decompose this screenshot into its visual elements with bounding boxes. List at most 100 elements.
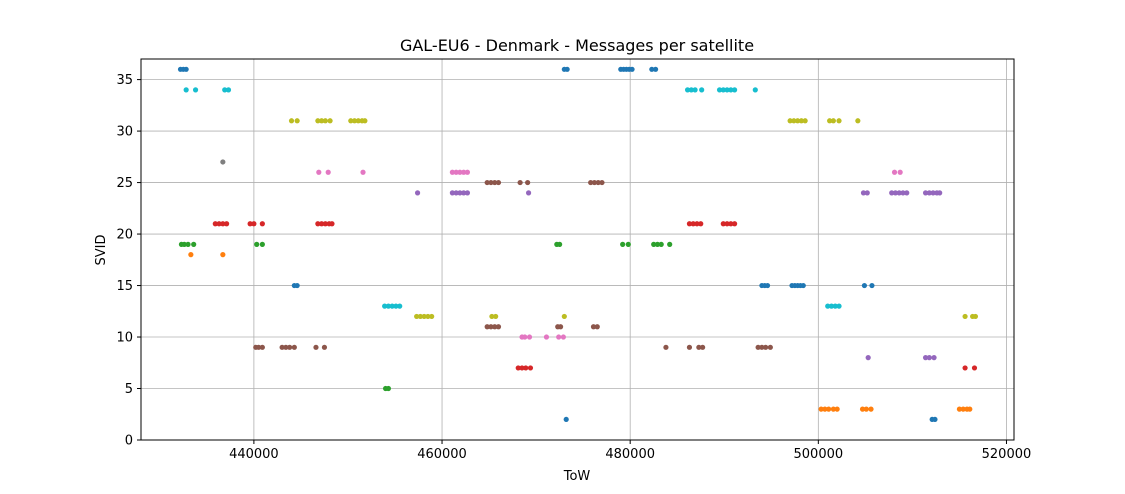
data-point (956, 406, 963, 412)
data-point (515, 365, 521, 371)
data-point (259, 344, 265, 350)
data-point (495, 324, 502, 330)
data-point (960, 406, 966, 412)
data-point (325, 169, 331, 175)
data-point (564, 66, 570, 72)
data-point (904, 190, 910, 196)
data-point (287, 344, 293, 350)
data-point (599, 179, 605, 186)
data-point (860, 190, 867, 196)
data-point (752, 87, 758, 93)
data-point (457, 169, 463, 175)
data-point (716, 87, 723, 93)
data-point (590, 324, 597, 330)
data-point (493, 313, 499, 320)
data-point (720, 87, 726, 93)
data-point (892, 190, 899, 196)
data-point (322, 221, 328, 227)
data-point (802, 118, 808, 124)
series-7-points (220, 159, 226, 165)
data-point (869, 282, 875, 289)
data-point (724, 221, 730, 227)
data-point (351, 118, 358, 124)
data-point (767, 344, 773, 350)
data-point (355, 118, 361, 124)
data-point (791, 118, 797, 124)
data-point (313, 344, 319, 350)
data-point (321, 344, 328, 350)
data-point (247, 221, 253, 227)
data-point (220, 159, 226, 165)
data-point (926, 190, 932, 196)
axis-ticks: 440000 460000 480000 500000 520000 0 5 10 15 20 25… (116, 73, 1031, 462)
data-points (177, 66, 979, 423)
data-point (525, 190, 532, 196)
data-point (461, 169, 467, 175)
data-point (385, 385, 392, 392)
data-point (922, 355, 929, 361)
data-point (962, 365, 968, 371)
data-point (800, 282, 806, 289)
data-point (629, 66, 635, 72)
data-point (651, 241, 657, 247)
data-point (294, 282, 300, 289)
series-4-points (414, 190, 943, 361)
x-tick-label: 460000 (417, 447, 467, 462)
data-point (484, 179, 490, 186)
data-point (393, 303, 399, 309)
data-point (382, 303, 388, 309)
data-point (488, 179, 494, 186)
data-point (527, 365, 534, 371)
data-point (522, 334, 528, 340)
data-point (625, 241, 631, 247)
data-point (836, 303, 842, 309)
data-point (759, 344, 765, 350)
data-point (826, 406, 832, 412)
data-point (764, 282, 771, 289)
data-point (663, 344, 669, 350)
data-point (397, 303, 403, 309)
data-point (658, 241, 664, 247)
data-point (922, 190, 929, 196)
data-point (557, 241, 563, 247)
data-point (192, 87, 199, 93)
data-point (798, 118, 804, 124)
series-6-points (316, 169, 903, 340)
data-point (967, 406, 973, 412)
data-point (526, 334, 533, 340)
data-point (827, 118, 833, 124)
data-point (825, 303, 831, 309)
chart-title: GAL-EU6 - Denmark - Messages per satelli… (400, 36, 754, 55)
data-point (864, 190, 870, 196)
data-point (700, 344, 706, 350)
data-point (690, 221, 696, 227)
data-point (449, 190, 455, 196)
data-point (315, 221, 321, 227)
x-tick-label: 520000 (982, 447, 1032, 462)
data-point (836, 118, 842, 124)
x-axis-title: ToW (563, 469, 591, 484)
data-point (832, 303, 838, 309)
x-tick-label: 480000 (605, 447, 655, 462)
data-point (692, 87, 698, 93)
data-point (517, 179, 523, 186)
data-point (930, 190, 936, 196)
data-point (560, 334, 566, 340)
data-point (937, 190, 943, 196)
data-point (417, 313, 423, 320)
data-point (183, 66, 189, 72)
data-point (588, 179, 594, 186)
data-point (818, 406, 824, 412)
data-point (594, 324, 600, 330)
data-point (698, 221, 704, 227)
data-point (385, 303, 392, 309)
data-point (889, 190, 895, 196)
data-point (868, 406, 874, 412)
series-1-points (188, 252, 973, 412)
data-point (556, 334, 562, 340)
data-point (654, 241, 661, 247)
data-point (557, 324, 564, 330)
data-point (251, 221, 257, 227)
data-point (489, 313, 495, 320)
